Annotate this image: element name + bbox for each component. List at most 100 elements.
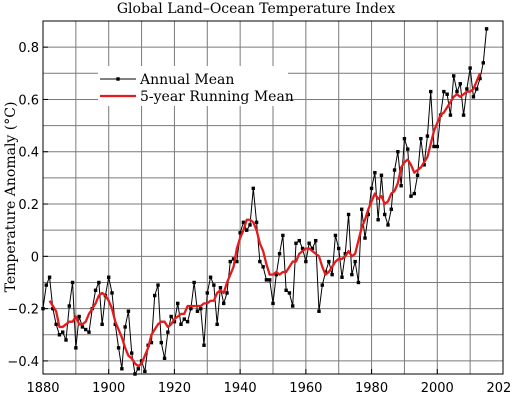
- legend-annual-label: Annual Mean: [139, 72, 234, 88]
- annual-mean-point: [484, 27, 489, 31]
- annual-mean-point: [100, 322, 104, 327]
- annual-mean-point: [343, 252, 347, 256]
- annual-mean-point: [130, 351, 134, 355]
- annual-mean-point: [402, 136, 407, 141]
- x-tick-label: 1960: [289, 381, 322, 396]
- annual-mean-point: [432, 144, 436, 149]
- annual-mean-point: [271, 301, 275, 306]
- x-tick-label: 2020: [486, 381, 512, 396]
- annual-mean-point: [425, 134, 430, 138]
- annual-mean-point: [107, 275, 111, 279]
- annual-mean-point: [264, 278, 269, 282]
- annual-mean-point: [376, 218, 380, 222]
- annual-mean-point: [307, 241, 311, 245]
- annual-mean-point: [386, 223, 390, 227]
- y-axis-title: Temperature Anomaly (°C): [3, 102, 19, 293]
- annual-mean-point: [383, 212, 387, 217]
- annual-mean-point: [215, 322, 219, 327]
- annual-mean-point: [64, 338, 68, 342]
- annual-mean-point: [330, 272, 334, 277]
- annual-mean-point: [337, 246, 341, 251]
- y-tick-label: 0.2: [18, 198, 39, 213]
- annual-mean-point: [195, 309, 200, 313]
- annual-mean-point: [389, 207, 393, 211]
- annual-mean-point: [54, 322, 58, 327]
- annual-mean-point: [442, 89, 446, 94]
- annual-mean-point: [333, 233, 338, 238]
- annual-mean-point: [465, 87, 469, 91]
- annual-mean-point: [419, 136, 423, 141]
- annual-mean-point: [176, 301, 180, 306]
- annual-mean-point: [448, 113, 453, 117]
- annual-mean-point: [185, 320, 190, 324]
- x-tick-label: 1880: [26, 381, 59, 396]
- series-layer: [41, 27, 489, 376]
- annual-mean-point: [300, 246, 305, 251]
- annual-mean-point: [360, 207, 364, 211]
- annual-mean-point: [294, 241, 298, 245]
- annual-mean-point: [235, 259, 239, 264]
- annual-mean-point: [297, 238, 301, 243]
- annual-mean-point: [57, 333, 62, 337]
- annual-mean-point: [291, 304, 295, 308]
- annual-mean-point: [455, 89, 459, 94]
- y-tick-label: 0: [31, 250, 39, 265]
- annual-mean-point: [202, 343, 206, 347]
- series-annual-mean: [41, 27, 489, 376]
- y-tick-label: −0.4: [7, 355, 39, 370]
- annual-mean-point: [44, 283, 48, 287]
- x-tick-label: 1920: [158, 381, 191, 396]
- annual-mean-point: [251, 186, 255, 191]
- y-tick-label: 0.8: [18, 41, 39, 56]
- annual-mean-point: [406, 147, 410, 151]
- annual-mean-point: [74, 346, 78, 350]
- annual-mean-point: [162, 356, 167, 361]
- annual-mean-point: [189, 306, 193, 311]
- annual-mean-point: [415, 173, 420, 177]
- annual-mean-point: [222, 301, 226, 306]
- annual-mean-point: [123, 325, 127, 329]
- annual-mean-point: [320, 283, 324, 287]
- annual-mean-point: [47, 275, 52, 279]
- annual-mean-point: [369, 186, 374, 191]
- annual-mean-point: [149, 340, 154, 345]
- annual-mean-point: [225, 291, 229, 295]
- annual-mean-point: [218, 286, 223, 290]
- annual-mean-point: [248, 223, 252, 227]
- annual-mean-point: [245, 228, 249, 232]
- annual-mean-point: [461, 113, 466, 117]
- annual-mean-point: [379, 173, 384, 177]
- annual-mean-point: [458, 82, 462, 86]
- annual-mean-point: [80, 325, 85, 329]
- series-5-year-running-mean: [48, 72, 482, 368]
- annual-mean-point: [317, 309, 321, 313]
- annual-mean-point: [314, 238, 318, 243]
- annual-mean-point: [97, 280, 101, 285]
- annual-mean-point: [284, 288, 288, 293]
- x-tick-label: 1900: [92, 381, 125, 396]
- annual-mean-point: [172, 320, 177, 324]
- annual-mean-point: [93, 288, 98, 293]
- annual-mean-point: [468, 66, 472, 70]
- annual-mean-point: [87, 330, 91, 334]
- y-tick-label: 0.4: [18, 146, 39, 161]
- annual-mean-point: [258, 259, 262, 264]
- annual-mean-point: [356, 280, 361, 285]
- annual-mean-point: [238, 231, 242, 235]
- annual-mean-point: [199, 306, 203, 311]
- annual-mean-point: [346, 212, 351, 217]
- chart-title: Global Land–Ocean Temperature Index: [117, 1, 395, 17]
- annual-mean-point: [363, 236, 367, 240]
- annual-mean-point: [159, 340, 163, 345]
- legend-running-label: 5-year Running Mean: [140, 89, 294, 105]
- annual-mean-point: [274, 272, 278, 277]
- annual-mean-point: [353, 259, 357, 264]
- annual-mean-point: [396, 150, 400, 154]
- annual-mean-point: [241, 220, 246, 225]
- annual-mean-point: [84, 327, 88, 332]
- annual-mean-point: [116, 346, 121, 350]
- x-tick-label: 1980: [355, 381, 388, 396]
- annual-mean-point: [268, 278, 272, 282]
- annual-mean-point: [212, 283, 216, 287]
- annual-mean-point: [366, 212, 370, 217]
